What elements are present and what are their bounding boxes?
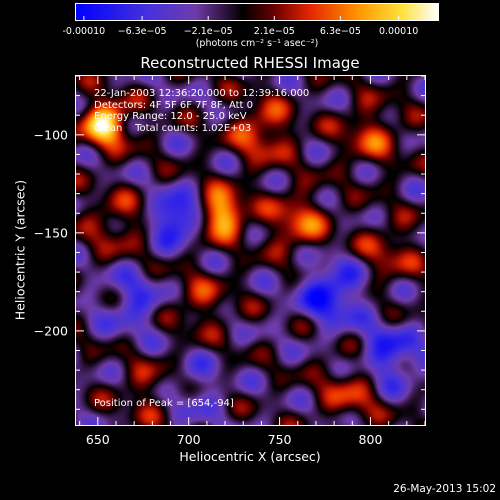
- observation-info-line: Detectors: 4F 5F 6F 7F 8F, Att 0: [94, 99, 254, 111]
- observation-info-line: Clean Total counts: 1.02E+03: [94, 122, 252, 134]
- chart-title: Reconstructed RHESSI Image: [140, 54, 360, 72]
- x-tick-label: 700: [176, 432, 201, 447]
- timestamp: 26-May-2013 15:02: [393, 483, 496, 495]
- colorbar-units: (photons cm⁻² s⁻¹ asec⁻²): [195, 38, 319, 49]
- x-axis-label: Heliocentric X (arcsec): [179, 449, 321, 464]
- x-tick-label: 800: [358, 432, 383, 447]
- image-plot-area[interactable]: [75, 75, 426, 426]
- x-tick-label: 750: [267, 432, 292, 447]
- y-tick-label: −200: [33, 323, 68, 339]
- y-axis-label: Heliocentric Y (arcsec): [12, 179, 28, 321]
- colorbar-tick-label: -0.00010: [62, 26, 106, 37]
- colorbar-tick-label: 0.00010: [378, 26, 419, 37]
- colorbar-tick-label: −2.1e−05: [183, 26, 233, 37]
- observation-info-line: Energy Range: 12.0 - 25.0 keV: [94, 111, 247, 122]
- observation-info: 22-Jan-2003 12:36:20.000 to 12:39:16.000…: [94, 88, 309, 134]
- peak-position-label: Position of Peak = [654,-94]: [94, 398, 234, 409]
- colorbar-gradient: [76, 4, 438, 20]
- y-tick-label: −100: [33, 127, 68, 143]
- colorbar-tick-label: 2.1e−05: [253, 26, 295, 37]
- colorbar-tick-label: −6.3e−05: [117, 26, 167, 37]
- y-tick-label: −150: [33, 225, 68, 241]
- x-tick-label: 650: [85, 432, 110, 447]
- observation-info-line: 22-Jan-2003 12:36:20.000 to 12:39:16.000: [94, 88, 310, 99]
- heatmap-image[interactable]: [76, 76, 425, 425]
- colorbar-tick-label: 6.3e−05: [319, 26, 361, 37]
- colorbar: [75, 3, 439, 21]
